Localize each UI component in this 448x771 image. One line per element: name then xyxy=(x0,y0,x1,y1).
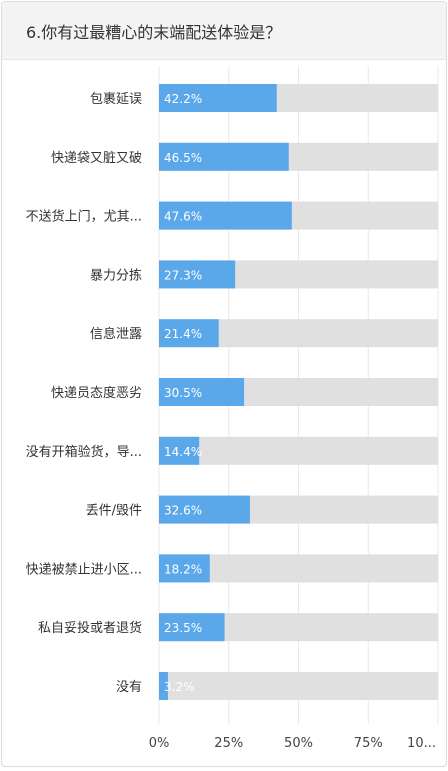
data-label: 42.2% xyxy=(164,92,202,106)
bar xyxy=(159,436,200,465)
bar-track xyxy=(159,672,438,700)
category-label: 包裹延误 xyxy=(90,92,142,107)
category-label: 快递员态度恶劣 xyxy=(51,385,142,401)
category-label: 快递被禁止进小区... xyxy=(26,562,142,577)
category-label: 没有 xyxy=(116,680,142,695)
category-label: 信息泄露 xyxy=(90,326,142,342)
data-label: 32.6% xyxy=(164,504,202,518)
x-tick-label: 25% xyxy=(214,736,243,751)
bar xyxy=(159,672,168,700)
x-tick-label: 75% xyxy=(354,736,383,751)
data-label: 27.3% xyxy=(164,268,202,282)
data-label: 30.5% xyxy=(164,386,202,400)
category-label: 没有开箱验货，导... xyxy=(26,444,142,460)
bar xyxy=(159,554,210,583)
bar xyxy=(159,201,292,230)
bar-track xyxy=(159,436,438,465)
data-label: 3.2% xyxy=(164,680,195,694)
data-label: 47.6% xyxy=(164,210,202,224)
bar-chart: 包裹延误 42.2% 快递袋又脏又破 46.5% 不送货上门，尤其... 47.6% 暴力分… xyxy=(26,66,439,751)
bar xyxy=(159,319,219,348)
x-tick-label: 0% xyxy=(149,736,170,751)
data-label: 21.4% xyxy=(164,327,202,341)
bar xyxy=(159,495,250,524)
data-label: 23.5% xyxy=(164,621,202,635)
category-label: 快递袋又脏又破 xyxy=(51,151,142,166)
data-label: 14.4% xyxy=(164,445,202,459)
bar xyxy=(159,378,245,406)
bar xyxy=(159,84,277,112)
question-title: 6.你有过最糟心的末端配送体验是？ xyxy=(26,22,282,42)
question-header: 6.你有过最糟心的末端配送体验是？ xyxy=(2,2,446,60)
data-label: 18.2% xyxy=(164,562,202,576)
category-label: 暴力分拣 xyxy=(90,268,142,283)
bar xyxy=(159,260,236,289)
x-tick-label: 50% xyxy=(284,736,313,751)
bar xyxy=(159,613,225,642)
category-label: 不送货上门，尤其... xyxy=(26,209,142,225)
x-tick-label: 10... xyxy=(407,736,436,751)
bar xyxy=(159,142,289,171)
data-label: 46.5% xyxy=(164,151,202,165)
category-label: 丢件/毁件 xyxy=(86,504,142,519)
category-label: 私自妥投或者退货 xyxy=(38,620,142,636)
